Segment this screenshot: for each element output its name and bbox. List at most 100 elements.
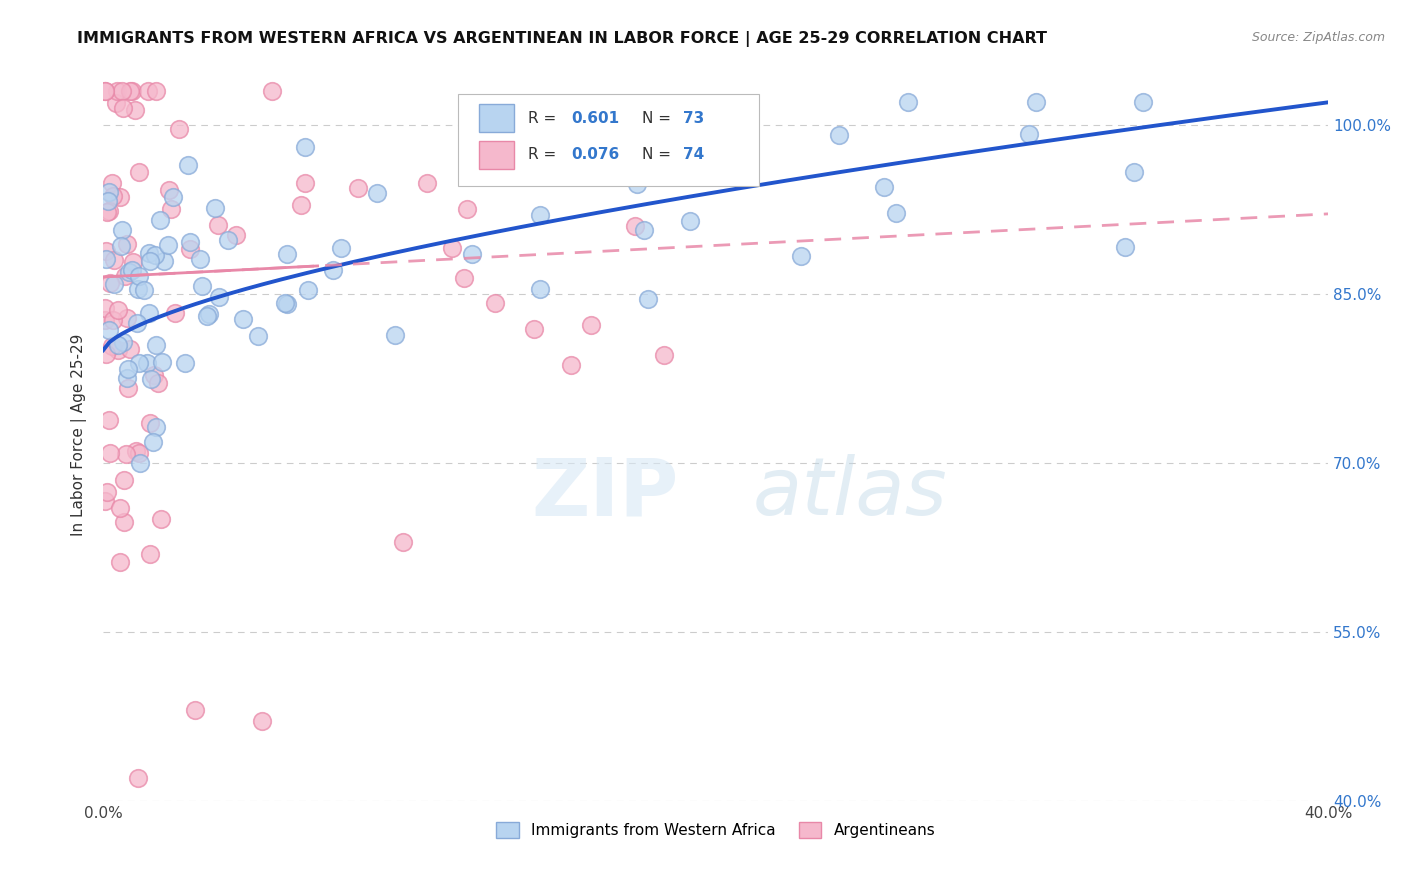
Point [897, 95, 920, 110]
Point [294, 176, 316, 190]
Point [297, 283, 319, 297]
Point [112, 335, 135, 350]
Point [637, 292, 659, 306]
Point [828, 128, 851, 143]
Point [250, 714, 273, 729]
Point [139, 254, 162, 268]
Point [184, 703, 207, 717]
Point [195, 309, 218, 323]
Point [727, 137, 749, 152]
Point [110, 239, 132, 253]
Point [179, 235, 201, 250]
Point [139, 547, 162, 561]
Point [96, 252, 118, 266]
Text: 0.601: 0.601 [571, 111, 619, 126]
Point [174, 355, 197, 369]
Text: 0.076: 0.076 [571, 147, 620, 162]
Point [105, 84, 128, 98]
Point [529, 282, 551, 296]
Point [456, 202, 478, 216]
Point [146, 376, 169, 390]
Point [93, 84, 115, 98]
Point [112, 515, 135, 529]
Point [96, 205, 118, 219]
Point [529, 208, 551, 222]
Point [440, 241, 463, 255]
Point [725, 161, 748, 176]
Point [94, 347, 117, 361]
Point [157, 183, 180, 197]
Point [157, 237, 180, 252]
Point [384, 327, 406, 342]
Point [208, 290, 231, 304]
Point [1025, 95, 1047, 110]
Point [461, 247, 484, 261]
Point [125, 444, 148, 458]
Point [127, 282, 149, 296]
Text: R =: R = [529, 147, 561, 162]
Point [484, 295, 506, 310]
Point [145, 337, 167, 351]
Point [231, 312, 253, 326]
Point [94, 494, 117, 508]
Point [652, 348, 675, 362]
Text: ZIP: ZIP [531, 454, 679, 533]
Point [177, 158, 200, 172]
Legend: Immigrants from Western Africa, Argentineans: Immigrants from Western Africa, Argentin… [489, 816, 942, 845]
Point [579, 318, 602, 333]
Point [149, 212, 172, 227]
Text: Source: ZipAtlas.com: Source: ZipAtlas.com [1251, 31, 1385, 45]
Point [1132, 95, 1154, 110]
Point [162, 190, 184, 204]
Point [115, 311, 138, 326]
Point [165, 306, 187, 320]
Point [633, 223, 655, 237]
Point [136, 84, 159, 98]
Point [153, 253, 176, 268]
Point [141, 372, 163, 386]
Point [1114, 240, 1136, 254]
Point [103, 277, 125, 292]
Point [110, 223, 132, 237]
Point [132, 283, 155, 297]
Point [626, 177, 648, 191]
FancyBboxPatch shape [479, 141, 513, 169]
Point [276, 247, 298, 261]
Point [115, 236, 138, 251]
Point [128, 165, 150, 179]
Point [138, 246, 160, 260]
Point [97, 194, 120, 209]
Point [98, 276, 121, 290]
Point [98, 446, 121, 460]
Point [142, 434, 165, 449]
Point [136, 356, 159, 370]
Point [366, 186, 388, 200]
Point [108, 190, 131, 204]
Point [120, 84, 142, 98]
Point [93, 301, 115, 315]
Point [330, 240, 353, 254]
Point [190, 279, 212, 293]
Point [101, 176, 124, 190]
Point [108, 555, 131, 569]
Point [1123, 165, 1146, 179]
Point [97, 204, 120, 219]
Point [190, 252, 212, 267]
Text: N =: N = [643, 147, 676, 162]
Point [129, 456, 152, 470]
Point [139, 417, 162, 431]
Point [121, 84, 143, 98]
Point [103, 189, 125, 203]
Point [115, 371, 138, 385]
Point [93, 84, 115, 98]
Point [160, 202, 183, 217]
Point [120, 343, 142, 357]
Point [225, 227, 247, 242]
Text: R =: R = [529, 111, 561, 126]
Point [121, 263, 143, 277]
Point [145, 84, 167, 98]
Point [98, 186, 121, 200]
Point [560, 359, 582, 373]
Y-axis label: In Labor Force | Age 25-29: In Labor Force | Age 25-29 [72, 334, 87, 536]
Point [150, 512, 173, 526]
